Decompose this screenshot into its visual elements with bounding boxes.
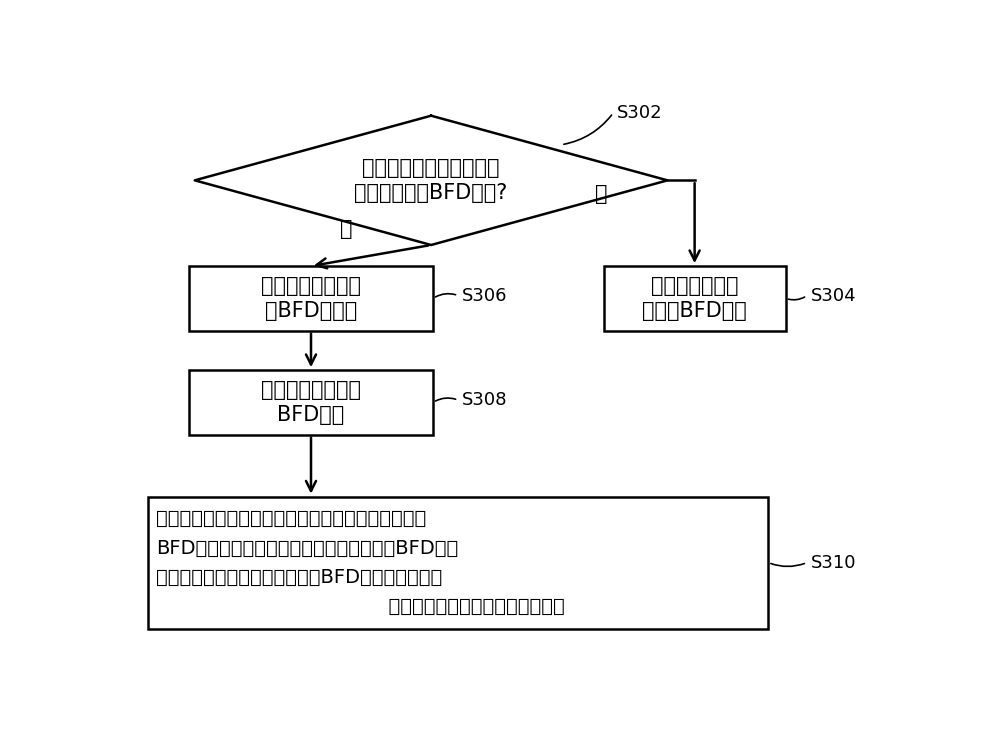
Text: 与第二路由设备协: 与第二路由设备协: [261, 276, 361, 296]
Text: BFD控制报文，来确定第二隧道的状态，该BFD控制: BFD控制报文，来确定第二隧道的状态，该BFD控制: [156, 539, 458, 558]
Text: 上建立BFD会话: 上建立BFD会话: [642, 301, 747, 320]
Text: 否: 否: [340, 219, 352, 239]
Text: 在第一隧道上建立: 在第一隧道上建立: [261, 380, 361, 400]
Bar: [148, 496, 768, 629]
Text: S302: S302: [617, 104, 663, 122]
Text: S306: S306: [462, 287, 508, 304]
Text: S310: S310: [811, 553, 856, 572]
Text: 终止在第一隧道: 终止在第一隧道: [651, 276, 738, 296]
Text: 隧道上建立了BFD会话?: 隧道上建立了BFD会话?: [354, 182, 508, 203]
Bar: [189, 266, 433, 331]
Text: S308: S308: [462, 391, 508, 409]
Text: 商BFD鉴别值: 商BFD鉴别值: [265, 301, 357, 320]
Text: 二隧道后，通过第二隧道发送来的: 二隧道后，通过第二隧道发送来的: [351, 597, 565, 616]
Bar: [189, 370, 433, 434]
Text: 第二路由设备已经在第二: 第二路由设备已经在第二: [362, 158, 500, 178]
Text: BFD会话: BFD会话: [277, 404, 345, 425]
Text: S304: S304: [811, 287, 856, 304]
Text: 根据是否在预定时间段内接收到第二路由设备发来的: 根据是否在预定时间段内接收到第二路由设备发来的: [156, 510, 426, 529]
Text: 报文是第二路由设备在查找到与BFD鉴别值对应的第: 报文是第二路由设备在查找到与BFD鉴别值对应的第: [156, 568, 442, 587]
Bar: [604, 266, 786, 331]
Text: 是: 是: [595, 185, 608, 204]
